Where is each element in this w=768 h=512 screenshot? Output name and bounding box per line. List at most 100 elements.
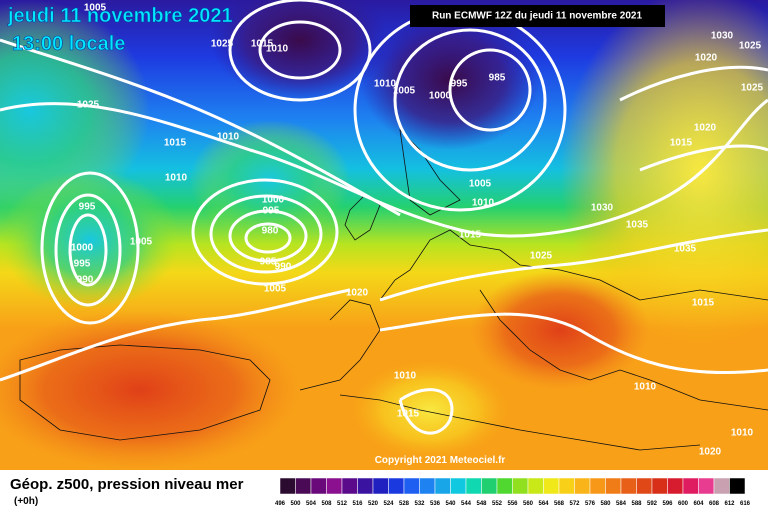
isobar-label: 1015 xyxy=(692,298,715,309)
isobar-label: 1025 xyxy=(211,39,234,50)
color-swatch xyxy=(388,477,405,495)
colorbar-label: 524 xyxy=(383,501,394,507)
run-box xyxy=(410,5,665,27)
colorbar-label: 600 xyxy=(678,501,689,507)
isobar-label: 1000 xyxy=(262,195,285,206)
isobar-label: 1010 xyxy=(266,44,289,55)
isobar-label: 995 xyxy=(451,79,468,90)
color-swatch xyxy=(403,477,420,495)
isobar-label: 1005 xyxy=(264,284,287,295)
color-swatch xyxy=(372,477,389,495)
isobar-label: 1025 xyxy=(741,83,764,94)
field xyxy=(350,360,510,460)
isobar-label: 1020 xyxy=(694,123,717,134)
colorbar-label: 532 xyxy=(414,501,425,507)
color-swatch xyxy=(729,477,746,495)
isobar-label: 1005 xyxy=(84,3,107,14)
colorbar-label: 612 xyxy=(724,501,735,507)
color-swatch xyxy=(698,477,715,495)
color-swatch xyxy=(667,477,684,495)
time: 13:00 locale xyxy=(12,33,125,55)
isobar-label: 995 xyxy=(263,206,280,217)
color-swatch xyxy=(543,477,560,495)
isobar-label: 1020 xyxy=(346,288,369,299)
color-swatch xyxy=(651,477,668,495)
color-swatch xyxy=(496,477,513,495)
colorbar-label: 568 xyxy=(554,501,565,507)
isobar-label: 1015 xyxy=(164,138,187,149)
colorbar-label: 496 xyxy=(275,501,286,507)
isobar-label: 1000 xyxy=(429,91,452,102)
color-swatch xyxy=(419,477,436,495)
color-swatch xyxy=(341,477,358,495)
isobar-label: 1015 xyxy=(670,138,693,149)
colorbar-label: 556 xyxy=(507,501,518,507)
isobar-label: 995 xyxy=(79,202,96,213)
isobar-label: 1005 xyxy=(130,237,153,248)
copyright: Copyright 2021 Meteociel.fr xyxy=(375,455,506,466)
isobar-label: 1010 xyxy=(217,132,240,143)
isobar-label: 1035 xyxy=(626,220,649,231)
isobar-label: 1005 xyxy=(469,179,492,190)
isobar-label: 1010 xyxy=(731,428,754,439)
color-swatch xyxy=(574,477,591,495)
isobar-label: 995 xyxy=(74,259,91,270)
colorbar-label: 584 xyxy=(616,501,627,507)
field xyxy=(560,0,768,350)
color-swatch xyxy=(326,477,343,495)
field xyxy=(0,310,300,470)
isobars xyxy=(0,0,768,433)
isobar-label: 1015 xyxy=(397,409,420,420)
field xyxy=(470,270,650,390)
color-swatch xyxy=(465,477,482,495)
colorbar-label: 596 xyxy=(662,501,673,507)
colorbar-label: 604 xyxy=(693,501,704,507)
isobar-label: 1030 xyxy=(711,31,734,42)
color-swatch xyxy=(279,477,296,495)
color-swatch xyxy=(310,477,327,495)
isobar-label: 1025 xyxy=(739,41,762,52)
color-swatch xyxy=(434,477,451,495)
colorbar-label: 500 xyxy=(290,501,301,507)
color-swatch xyxy=(481,477,498,495)
colorbar-label: 564 xyxy=(538,501,549,507)
isobar-label: 990 xyxy=(77,275,94,286)
isobar-label: 1020 xyxy=(699,447,722,458)
isobar-label: 1010 xyxy=(165,173,188,184)
footer-title: Géop. z500, pression niveau mer xyxy=(10,476,244,493)
isobar-label: 1000 xyxy=(71,243,94,254)
isobar-label: 990 xyxy=(275,262,292,273)
colorbar-label: 580 xyxy=(600,501,611,507)
isobar-label: 1010 xyxy=(394,371,417,382)
colorbar-label: 528 xyxy=(399,501,410,507)
colorbar: 496 500 504 508 512 516 520 524 528 532 536 540 544 5… xyxy=(275,477,751,507)
coastlines xyxy=(19,128,768,451)
color-swatch xyxy=(450,477,467,495)
color-swatch xyxy=(558,477,575,495)
colorbar-label: 588 xyxy=(631,501,642,507)
isobar-label: 1025 xyxy=(530,251,553,262)
color-swatch xyxy=(527,477,544,495)
colorbar-label: 504 xyxy=(306,501,317,507)
isobar-label: 1010 xyxy=(472,198,495,209)
colorbar-label: 576 xyxy=(585,501,596,507)
isobar-label: 985 xyxy=(489,73,506,84)
color-swatch xyxy=(605,477,622,495)
isobar-label: 1015 xyxy=(459,230,482,241)
color-swatch xyxy=(357,477,374,495)
isobar-label: 1035 xyxy=(674,244,697,255)
isobar-label: 1010 xyxy=(374,79,397,90)
isobar-label: 1025 xyxy=(77,100,100,111)
colorbar-label: 616 xyxy=(740,501,751,507)
colorbar-label: 540 xyxy=(445,501,456,507)
field xyxy=(0,170,180,310)
field xyxy=(210,0,390,100)
footer-step: (+0h) xyxy=(14,496,38,507)
colorbar-label: 608 xyxy=(709,501,720,507)
colorbar-label: 592 xyxy=(647,501,658,507)
color-swatch xyxy=(682,477,699,495)
color-swatch xyxy=(620,477,637,495)
isobar-label: 1005 xyxy=(393,86,416,97)
